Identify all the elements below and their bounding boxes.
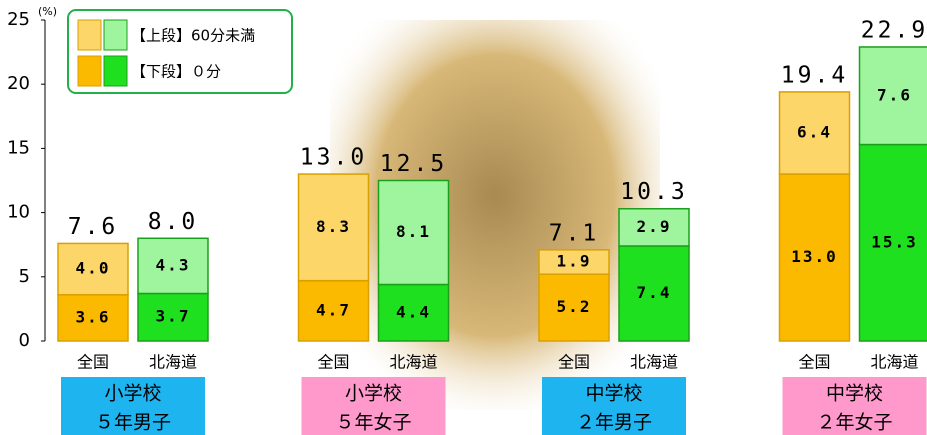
- y-tick-label: 25: [7, 9, 30, 30]
- legend-swatch: [104, 56, 127, 86]
- segment-label: 7.4: [637, 283, 672, 302]
- x-tick-label: 北海道: [149, 353, 197, 372]
- y-unit: (%): [38, 5, 57, 18]
- x-tick-label: 全国: [798, 353, 830, 372]
- legend-swatch: [104, 20, 127, 50]
- y-tick-label: 5: [19, 266, 30, 287]
- x-tick-label: 北海道: [389, 353, 437, 372]
- group-label: ５年女子: [335, 412, 411, 434]
- segment-label: 6.4: [797, 122, 832, 141]
- segment-label: 2.9: [637, 217, 672, 236]
- x-tick-label: 全国: [558, 353, 590, 372]
- legend: [68, 10, 292, 93]
- legend-label: 【下段】０分: [131, 63, 221, 81]
- x-tick-label: 北海道: [630, 353, 678, 372]
- segment-label: 8.1: [396, 222, 431, 241]
- segment-label: 4.3: [156, 255, 191, 274]
- total-label: 7.1: [549, 220, 600, 246]
- legend-swatch: [78, 56, 101, 86]
- y-tick-label: 0: [19, 330, 30, 351]
- segment-label: 4.4: [396, 302, 431, 321]
- segment-label: 8.3: [316, 217, 351, 236]
- y-tick-label: 15: [7, 137, 30, 158]
- x-tick-label: 全国: [317, 353, 349, 372]
- segment-label: 3.7: [156, 307, 191, 326]
- segment-label: 4.0: [76, 259, 111, 278]
- group-label: 中学校: [585, 383, 642, 405]
- group-label: 小学校: [345, 383, 402, 405]
- total-label: 22.9: [861, 17, 927, 43]
- y-tick-label: 10: [7, 202, 30, 223]
- total-label: 13.0: [300, 145, 367, 171]
- total-label: 7.6: [68, 214, 119, 240]
- total-label: 12.5: [380, 151, 447, 177]
- x-tick-label: 北海道: [870, 353, 918, 372]
- segment-label: 15.3: [871, 232, 918, 251]
- segment-label: 4.7: [316, 300, 351, 319]
- legend-swatch: [78, 20, 101, 50]
- group-label: 中学校: [826, 383, 883, 405]
- group-label: ２年男子: [576, 412, 652, 434]
- segment-label: 7.6: [877, 85, 912, 104]
- chart: (%) 0 5 10 15 20 25 3.6 4.0 7.6 全国 3.7 4.3 8.0 北海道 4.7…: [0, 0, 927, 435]
- group-label: ５年男子: [95, 412, 171, 434]
- y-tick-label: 20: [7, 73, 30, 94]
- segment-label: 5.2: [557, 297, 592, 316]
- segment-label: 3.6: [76, 307, 111, 326]
- total-label: 19.4: [781, 62, 848, 88]
- group-label: ２年女子: [816, 412, 892, 434]
- segment-label: 1.9: [557, 252, 592, 271]
- total-label: 8.0: [148, 209, 199, 235]
- segment-label: 13.0: [791, 247, 838, 266]
- legend-label: 【上段】60分未満: [131, 27, 255, 45]
- total-label: 10.3: [620, 179, 687, 205]
- x-tick-label: 全国: [77, 353, 109, 372]
- group-label: 小学校: [104, 383, 161, 405]
